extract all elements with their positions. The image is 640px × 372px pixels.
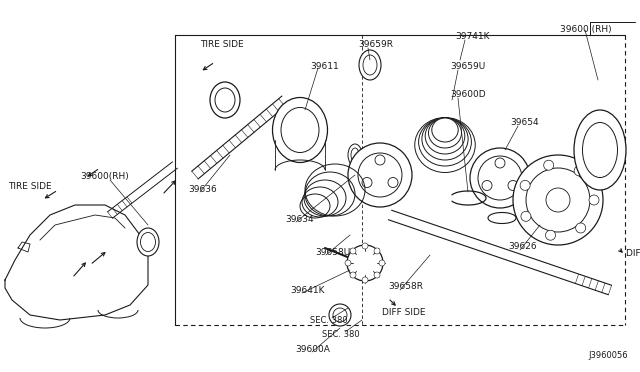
Text: 39741K: 39741K (455, 32, 490, 41)
Circle shape (345, 260, 351, 266)
Circle shape (350, 272, 356, 278)
Circle shape (521, 211, 531, 221)
Ellipse shape (359, 50, 381, 80)
Ellipse shape (425, 118, 465, 154)
Circle shape (375, 155, 385, 165)
Circle shape (379, 260, 385, 266)
Circle shape (358, 153, 402, 197)
Text: SEC. 380: SEC. 380 (310, 316, 348, 325)
Text: 39658U: 39658U (315, 248, 350, 257)
Circle shape (362, 177, 372, 187)
Text: 39659U: 39659U (450, 62, 485, 71)
Ellipse shape (363, 55, 377, 75)
Ellipse shape (348, 144, 362, 166)
Circle shape (350, 248, 356, 254)
Text: 39600(RH): 39600(RH) (80, 172, 129, 181)
Circle shape (348, 143, 412, 207)
Text: 39600D: 39600D (450, 90, 486, 99)
Circle shape (388, 177, 398, 187)
Text: SEC. 380: SEC. 380 (322, 330, 360, 339)
Circle shape (589, 195, 599, 205)
Circle shape (362, 243, 368, 249)
Text: TIRE SIDE: TIRE SIDE (8, 182, 52, 191)
Ellipse shape (415, 118, 476, 173)
Circle shape (482, 180, 492, 190)
Circle shape (526, 168, 590, 232)
Text: 39654: 39654 (510, 118, 539, 127)
Ellipse shape (333, 308, 347, 322)
Text: DIFF SIDE: DIFF SIDE (626, 248, 640, 257)
Circle shape (575, 223, 586, 233)
Circle shape (478, 156, 522, 200)
Circle shape (495, 158, 505, 168)
Circle shape (544, 160, 554, 170)
Ellipse shape (432, 118, 458, 142)
Circle shape (508, 180, 518, 190)
Text: 39641K: 39641K (290, 286, 324, 295)
Circle shape (546, 188, 570, 212)
Text: 39600A: 39600A (295, 345, 330, 354)
Ellipse shape (329, 304, 351, 326)
Circle shape (362, 277, 368, 283)
Text: 39634: 39634 (285, 215, 314, 224)
Text: 39659R: 39659R (358, 40, 393, 49)
Text: 39636: 39636 (188, 185, 217, 194)
Ellipse shape (141, 232, 156, 251)
Ellipse shape (422, 118, 468, 160)
Ellipse shape (281, 108, 319, 153)
Ellipse shape (137, 228, 159, 256)
Ellipse shape (273, 97, 328, 163)
Text: 39658R: 39658R (388, 282, 423, 291)
Circle shape (374, 248, 380, 254)
Text: DIFF SIDE: DIFF SIDE (382, 308, 426, 317)
Ellipse shape (210, 82, 240, 118)
Ellipse shape (351, 148, 359, 162)
Circle shape (470, 148, 530, 208)
Text: TIRE SIDE: TIRE SIDE (200, 40, 244, 49)
Ellipse shape (429, 118, 461, 148)
Ellipse shape (419, 118, 472, 166)
Circle shape (513, 155, 603, 245)
Text: 39626: 39626 (508, 242, 536, 251)
Text: J3960056: J3960056 (588, 351, 628, 360)
Circle shape (545, 230, 556, 240)
Circle shape (374, 272, 380, 278)
Circle shape (347, 245, 383, 281)
Ellipse shape (574, 110, 626, 190)
Text: 39611: 39611 (310, 62, 339, 71)
Ellipse shape (582, 122, 618, 177)
Circle shape (520, 180, 530, 190)
Text: 39600 (RH): 39600 (RH) (560, 25, 612, 34)
Ellipse shape (215, 88, 235, 112)
Circle shape (574, 166, 584, 176)
